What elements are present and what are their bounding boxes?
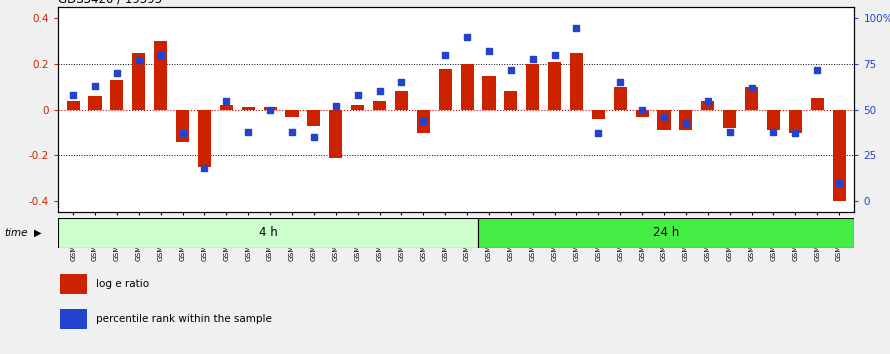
Bar <box>832 110 846 201</box>
Point <box>547 52 562 58</box>
Bar <box>329 110 343 158</box>
Point <box>744 85 758 91</box>
Point <box>328 103 343 109</box>
Point <box>198 165 212 171</box>
Bar <box>789 110 802 132</box>
Point <box>460 34 474 40</box>
Point <box>88 83 102 89</box>
Bar <box>460 64 473 110</box>
Bar <box>635 110 649 116</box>
Point <box>175 131 190 136</box>
Point <box>766 129 781 135</box>
Text: percentile rank within the sample: percentile rank within the sample <box>96 314 271 324</box>
Bar <box>133 53 145 110</box>
Bar <box>439 69 452 110</box>
Bar <box>176 110 190 142</box>
Point <box>657 114 671 120</box>
Text: ▶: ▶ <box>34 228 41 238</box>
Point <box>832 180 846 185</box>
Bar <box>351 105 364 110</box>
Bar <box>548 62 562 110</box>
Point <box>438 52 452 58</box>
Text: log e ratio: log e ratio <box>96 279 149 289</box>
Bar <box>505 91 517 110</box>
Bar <box>154 41 167 110</box>
Point <box>285 129 299 135</box>
Bar <box>286 110 298 116</box>
Bar <box>592 110 605 119</box>
Point <box>417 118 431 124</box>
Bar <box>745 87 758 110</box>
Bar <box>482 75 496 110</box>
Bar <box>526 64 539 110</box>
Text: 24 h: 24 h <box>653 226 679 239</box>
Point <box>789 131 803 136</box>
Point <box>307 134 321 140</box>
Bar <box>198 110 211 167</box>
Point <box>504 67 518 73</box>
Point <box>154 52 168 58</box>
Bar <box>263 108 277 110</box>
Point <box>132 58 146 63</box>
Bar <box>658 110 670 130</box>
Bar <box>67 101 80 110</box>
Bar <box>701 101 715 110</box>
Point <box>219 98 233 103</box>
Bar <box>242 108 255 110</box>
Point <box>635 107 649 113</box>
Point <box>109 70 124 76</box>
Point <box>241 129 255 135</box>
Bar <box>417 110 430 132</box>
Point <box>394 80 409 85</box>
Bar <box>811 98 824 110</box>
Bar <box>61 274 87 294</box>
Text: time: time <box>4 228 28 238</box>
Bar <box>61 309 87 329</box>
Bar <box>88 96 101 110</box>
Bar <box>307 110 320 126</box>
Point <box>263 107 278 113</box>
Bar <box>723 110 736 128</box>
Bar <box>478 218 854 248</box>
Bar <box>58 218 478 248</box>
Text: GDS3420 / 19595: GDS3420 / 19595 <box>58 0 162 6</box>
Point <box>679 120 693 125</box>
Bar <box>220 105 233 110</box>
Point <box>700 98 715 103</box>
Bar <box>614 87 627 110</box>
Point <box>570 25 584 30</box>
Point <box>372 88 386 94</box>
Point <box>481 48 496 54</box>
Bar <box>679 110 692 130</box>
Bar <box>373 101 386 110</box>
Bar <box>395 91 408 110</box>
Bar <box>110 80 124 110</box>
Bar <box>767 110 780 130</box>
Point <box>351 92 365 98</box>
Point <box>810 67 824 73</box>
Point <box>591 131 605 136</box>
Point <box>613 80 627 85</box>
Point <box>66 92 80 98</box>
Point <box>526 56 540 62</box>
Point <box>723 129 737 135</box>
Bar <box>570 53 583 110</box>
Text: 4 h: 4 h <box>259 226 278 239</box>
